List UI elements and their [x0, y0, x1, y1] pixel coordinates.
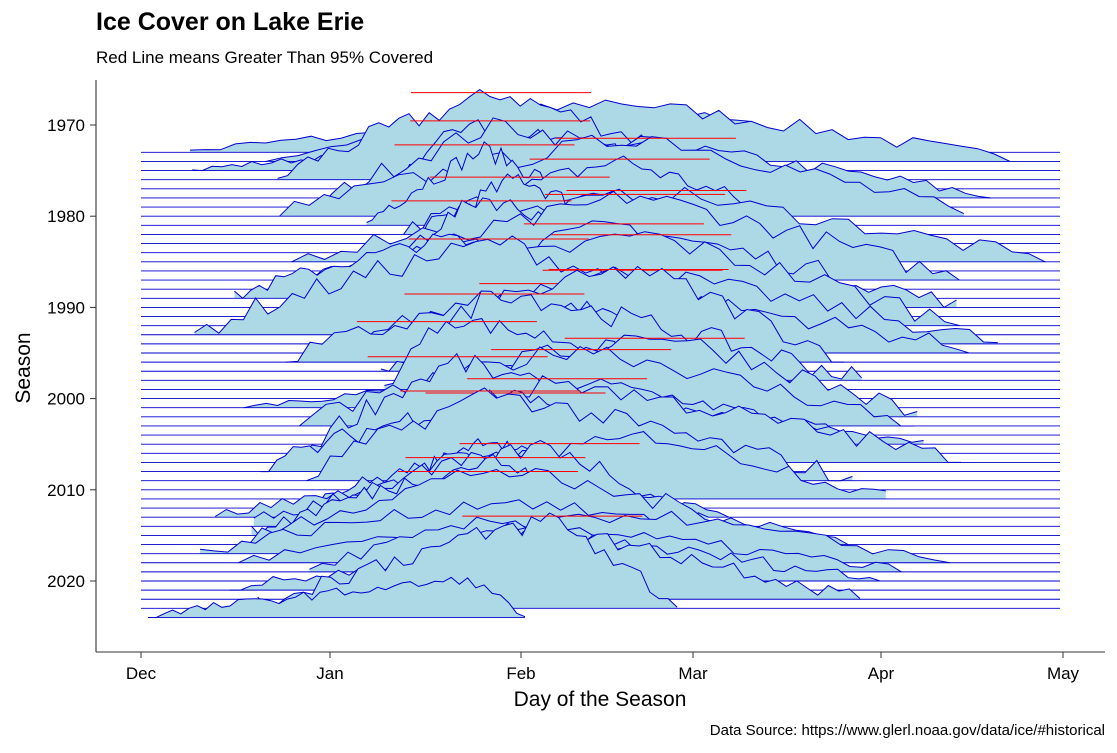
x-axis-title: Day of the Season	[514, 688, 687, 711]
x-tick-label: May	[1047, 664, 1080, 683]
y-tick-label: 2020	[47, 572, 85, 591]
y-axis-title: Season	[12, 332, 35, 403]
x-tick-label: Apr	[868, 664, 895, 683]
data-source-caption: Data Source: https://www.glerl.noaa.gov/…	[709, 722, 1105, 739]
chart-title: Ice Cover on Lake Erie	[96, 8, 365, 36]
ridge-line	[148, 576, 526, 618]
ridge-line	[285, 265, 844, 363]
x-tick-label: Mar	[678, 664, 708, 683]
y-tick-label: 1990	[47, 298, 85, 317]
y-tick-label: 1980	[47, 207, 85, 226]
ridge-line	[253, 440, 709, 521]
x-tick-label: Jan	[316, 664, 343, 683]
ridge-line	[400, 290, 862, 380]
x-tick-label: Dec	[126, 664, 157, 683]
ridge-line	[257, 512, 678, 608]
chart-subtitle: Red Line means Greater Than 95% Covered	[96, 48, 434, 67]
ridge-line	[298, 345, 915, 427]
y-tick-label: 1970	[47, 116, 85, 135]
ridge-season-2024	[148, 576, 526, 618]
ridges-layer	[141, 88, 1060, 618]
axes-layer: Dec Jan Feb Mar Apr May 1970 1980 1990 2000 2010 20…	[47, 80, 1105, 683]
y-tick-label: 2000	[47, 390, 85, 409]
ridge-line	[238, 510, 950, 564]
y-tick-label: 2010	[47, 481, 85, 500]
ridge-line	[279, 134, 965, 217]
ridge-area	[257, 513, 678, 609]
ridge-area	[148, 577, 525, 618]
x-tick-label: Feb	[506, 664, 535, 683]
ridge-line	[306, 387, 853, 482]
